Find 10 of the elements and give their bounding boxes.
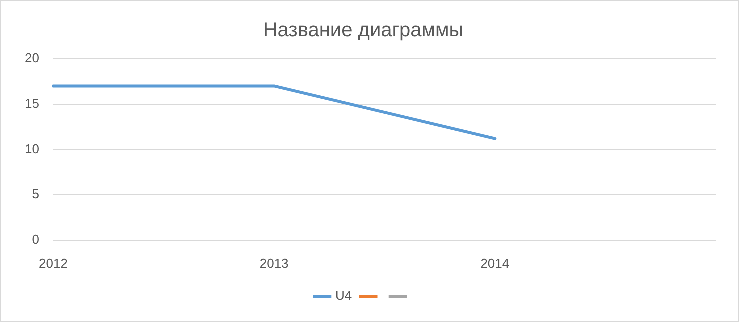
legend-label: U4	[335, 288, 352, 304]
y-tick-label: 5	[32, 186, 40, 202]
y-tick-label: 10	[24, 141, 40, 156]
y-tick-label: 20	[24, 50, 40, 66]
chart-title: Название диаграммы	[263, 20, 464, 42]
x-tick-label: 2013	[260, 256, 289, 271]
x-tick-label: 2014	[480, 256, 510, 271]
y-tick-label: 0	[32, 232, 40, 247]
y-tick-label: 15	[24, 96, 40, 111]
x-tick-label: 2012	[39, 256, 68, 271]
